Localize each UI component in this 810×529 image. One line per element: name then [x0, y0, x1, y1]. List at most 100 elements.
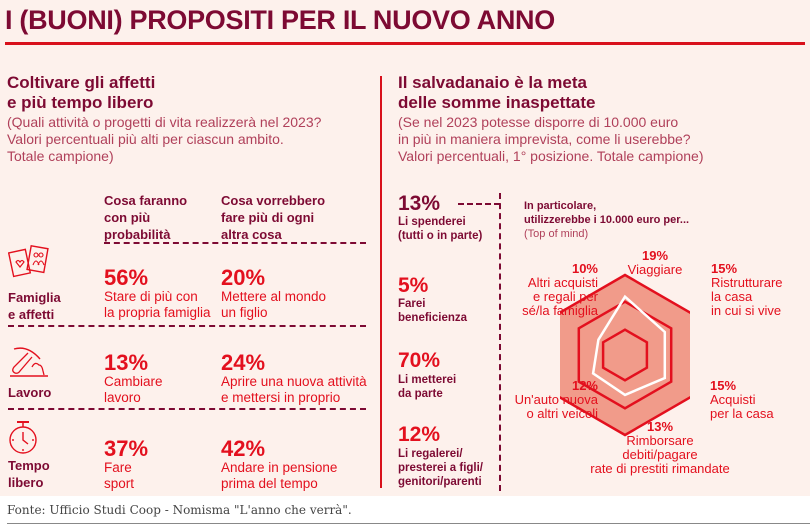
left-subtitle-line: Totale campione) — [7, 148, 114, 164]
column-header-line: Cosa vorrebbero — [221, 193, 326, 208]
left-heading-line: e più tempo libero — [7, 93, 154, 112]
family-photos-icon — [8, 244, 49, 278]
desc-line: prima del tempo — [221, 476, 318, 491]
likely-pct-work: 13% — [104, 350, 149, 375]
use-pct-gift: 12% — [398, 423, 441, 446]
desc-line: Andare in pensione — [221, 460, 338, 475]
use-label-charity: Farei beneficienza — [398, 297, 467, 325]
column-header-line: Cosa faranno — [104, 193, 188, 208]
use-label-gift: Li regalerei/ presterei a figli/ genitor… — [398, 447, 483, 489]
desc-line: la propria famiglia — [104, 305, 211, 320]
likely-pct-free-time: 37% — [104, 436, 149, 461]
radar-label-text: Acquisti — [710, 392, 756, 407]
column-header-line: altra cosa — [221, 227, 282, 242]
use-label-line: (tutti o in parte) — [398, 230, 483, 242]
likely-desc-work: Cambiare lavoro — [104, 374, 163, 406]
right-subtitle-line: (Se nel 2023 potesse disporre di 10.000 … — [398, 114, 679, 130]
detail-heading-line: utilizzerebbe i 10.000 euro per... — [524, 214, 690, 226]
category-label-line: Lavoro — [8, 385, 52, 400]
use-label-line: da parte — [398, 388, 443, 400]
use-label-line: Farei — [398, 298, 426, 310]
desc-line: Cambiare — [104, 374, 163, 389]
page-title: I (BUONI) PROPOSITI PER IL NUOVO ANNO — [5, 5, 555, 35]
wish-pct-work: 24% — [221, 350, 266, 375]
radar-grid-inner — [601, 328, 649, 382]
use-label-spend: Li spenderei (tutti o in parte) — [398, 215, 482, 243]
use-label-line: genitori/parenti — [398, 476, 482, 488]
desc-line: e mettersi in proprio — [221, 390, 341, 405]
desc-line: un figlio — [221, 305, 268, 320]
detail-heading: In particolare, utilizzerebbe i 10.000 e… — [524, 199, 689, 227]
radar-label-text: la casa — [711, 289, 753, 304]
detail-note: (Top of mind) — [524, 228, 589, 240]
desc-line: sport — [104, 476, 135, 491]
category-label-line: e affetti — [8, 307, 55, 322]
radar-label-text: debiti/pagare — [622, 447, 698, 462]
radar-label-text: in cui si vive — [711, 303, 782, 318]
left-subtitle-line: Valori percentuali più alti per ciascun … — [7, 131, 284, 147]
desc-line: lavoro — [104, 390, 141, 405]
source-note: Fonte: Ufficio Studi Coop - Nomisma "L'a… — [7, 503, 352, 517]
radar-label-pct: 15% — [711, 261, 738, 276]
right-subtitle: (Se nel 2023 potesse disporre di 10.000 … — [398, 114, 703, 165]
right-heading: Il salvadanaio è la meta delle somme ina… — [398, 73, 595, 113]
left-subtitle-line: (Quali attività o progetti di vita reali… — [7, 114, 322, 130]
radar-label-pct: 13% — [646, 419, 674, 434]
category-label-work: Lavoro — [8, 384, 51, 401]
use-pct-save: 70% — [398, 349, 441, 372]
use-label-save: Li metterei da parte — [398, 373, 456, 401]
likely-desc-family: Stare di più con la propria famiglia — [104, 289, 211, 321]
use-label-line: Li spenderei — [398, 216, 466, 228]
wish-desc-family: Mettere al mondo un figlio — [221, 289, 326, 321]
radar-label-pct: 15% — [710, 378, 737, 393]
radar-label-renovate: 15% Ristrutturare la casa in cui si vive — [711, 262, 783, 318]
infographic-panel — [0, 0, 810, 496]
right-subtitle-line: in più in maniera imprevista, come li us… — [398, 131, 691, 147]
use-label-line: Li metterei — [398, 374, 457, 386]
left-heading: Coltivare gli affetti e più tempo libero — [7, 73, 155, 113]
category-label-line: Famiglia — [8, 290, 61, 305]
likely-pct-family: 56% — [104, 265, 149, 290]
radar-label-text: Ristrutturare — [711, 275, 783, 290]
use-label-line: beneficienza — [398, 312, 468, 324]
left-heading-line: Coltivare gli affetti — [7, 73, 156, 92]
source-rule — [7, 523, 810, 524]
radar-chart — [560, 273, 690, 437]
row-divider — [8, 325, 366, 327]
category-label-free-time: Tempo libero — [8, 457, 50, 491]
category-label-line: Tempo — [8, 458, 50, 473]
radar-label-text: per la casa — [710, 406, 774, 421]
wish-pct-free-time: 42% — [221, 436, 266, 461]
radar-label-pct: 19% — [641, 248, 669, 263]
connector-dash — [499, 193, 501, 491]
connector-dash — [458, 203, 500, 205]
radar-label-text: rate di prestiti rimandate — [590, 461, 730, 476]
column-header-likely: Cosa faranno con più probabilità — [104, 192, 187, 243]
radar-label-text: sé/la famiglia — [522, 303, 598, 318]
radar-label-travel: 19% Viaggiare — [610, 249, 700, 277]
wish-pct-family: 20% — [221, 265, 266, 290]
desc-line: Stare di più con — [104, 289, 198, 304]
radar-label-other-purchases: 10% Altri acquisti e regali per sé/la fa… — [500, 262, 598, 318]
radar-label-text: e regali per — [532, 289, 598, 304]
radar-label-home-purchases: 15% Acquisti per la casa — [710, 379, 774, 421]
radar-label-text: Altri acquisti — [527, 275, 598, 290]
title-rule — [5, 42, 805, 45]
radar-label-text: Un'auto nuova — [514, 392, 598, 407]
right-subtitle-line: Valori percentuali, 1° posizione. Totale… — [398, 148, 704, 164]
radar-label-text: Rimborsare — [626, 433, 694, 448]
header-divider — [104, 242, 366, 244]
desc-line: Mettere al mondo — [221, 289, 327, 304]
radar-label-car: 12% Un'auto nuova o altri veicoli — [500, 379, 598, 421]
wish-desc-free-time: Andare in pensione prima del tempo — [221, 460, 337, 492]
column-header-line: con più — [104, 210, 151, 225]
row-divider — [8, 408, 366, 410]
radar-series-line — [591, 294, 667, 397]
right-heading-line: delle somme inaspettate — [398, 93, 596, 112]
use-label-line: presterei a figli/ — [398, 462, 484, 474]
radar-label-pct: 10% — [571, 261, 598, 276]
radar-grid-outer — [560, 273, 690, 437]
radar-label-text: o altri veicoli — [526, 406, 598, 421]
pickaxe-icon — [10, 347, 48, 377]
detail-heading-line: In particolare, — [524, 200, 597, 212]
